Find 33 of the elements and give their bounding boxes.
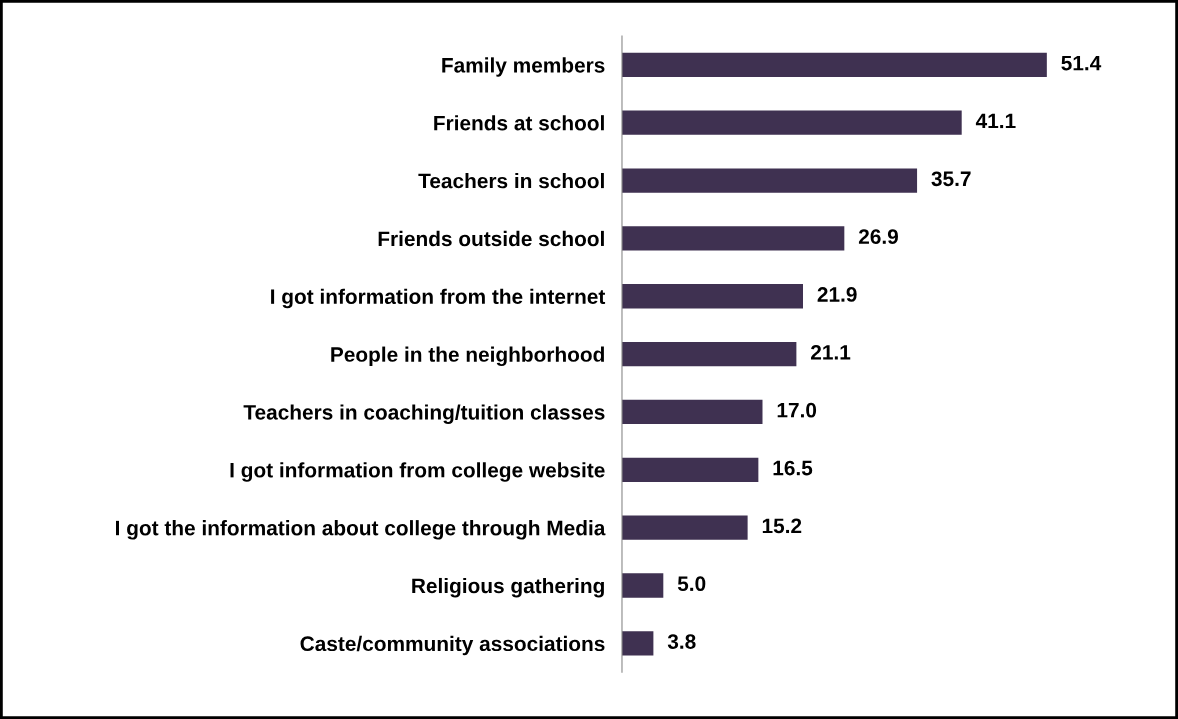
data-label: 3.8 (667, 634, 696, 649)
y-tick-label: I got the information about college through Media (116, 520, 606, 540)
data-label: 51.4 (1061, 55, 1102, 71)
y-tick-label: Caste/community associations (300, 635, 605, 656)
data-label: 41.1 (975, 113, 1016, 129)
y-tick-label: Family members (442, 57, 605, 77)
y-tick-label: Religious gathering (412, 577, 604, 598)
y-tick-label: Teachers in coaching/tuition classes (243, 404, 605, 424)
data-label: 35.7 (931, 171, 971, 187)
bar (621, 399, 763, 425)
y-tick-label: I got information from the internet (271, 288, 606, 309)
bar (621, 168, 918, 193)
bar (621, 226, 845, 251)
bar (621, 515, 748, 540)
data-label: 16.5 (773, 460, 813, 476)
bar (621, 52, 1047, 78)
bar (621, 457, 759, 482)
bar (621, 631, 654, 656)
y-tick-label: Friends at school (434, 115, 604, 131)
y-tick-label: Friends outside school (378, 230, 604, 247)
data-label: 26.9 (858, 229, 898, 245)
y-tick-label: Teachers in school (418, 173, 604, 189)
data-label: 21.9 (817, 287, 857, 302)
y-tick-label: I got information from college website (230, 462, 605, 482)
data-label: 21.1 (811, 344, 851, 360)
y-tick-label: People in the neighborhood (331, 346, 604, 367)
data-label: 5.0 (677, 576, 706, 592)
bar (621, 284, 803, 309)
bar (621, 110, 962, 135)
data-label: 17.0 (777, 402, 817, 418)
data-label: 15.2 (762, 518, 802, 534)
bar (621, 341, 797, 367)
bar (621, 573, 664, 598)
